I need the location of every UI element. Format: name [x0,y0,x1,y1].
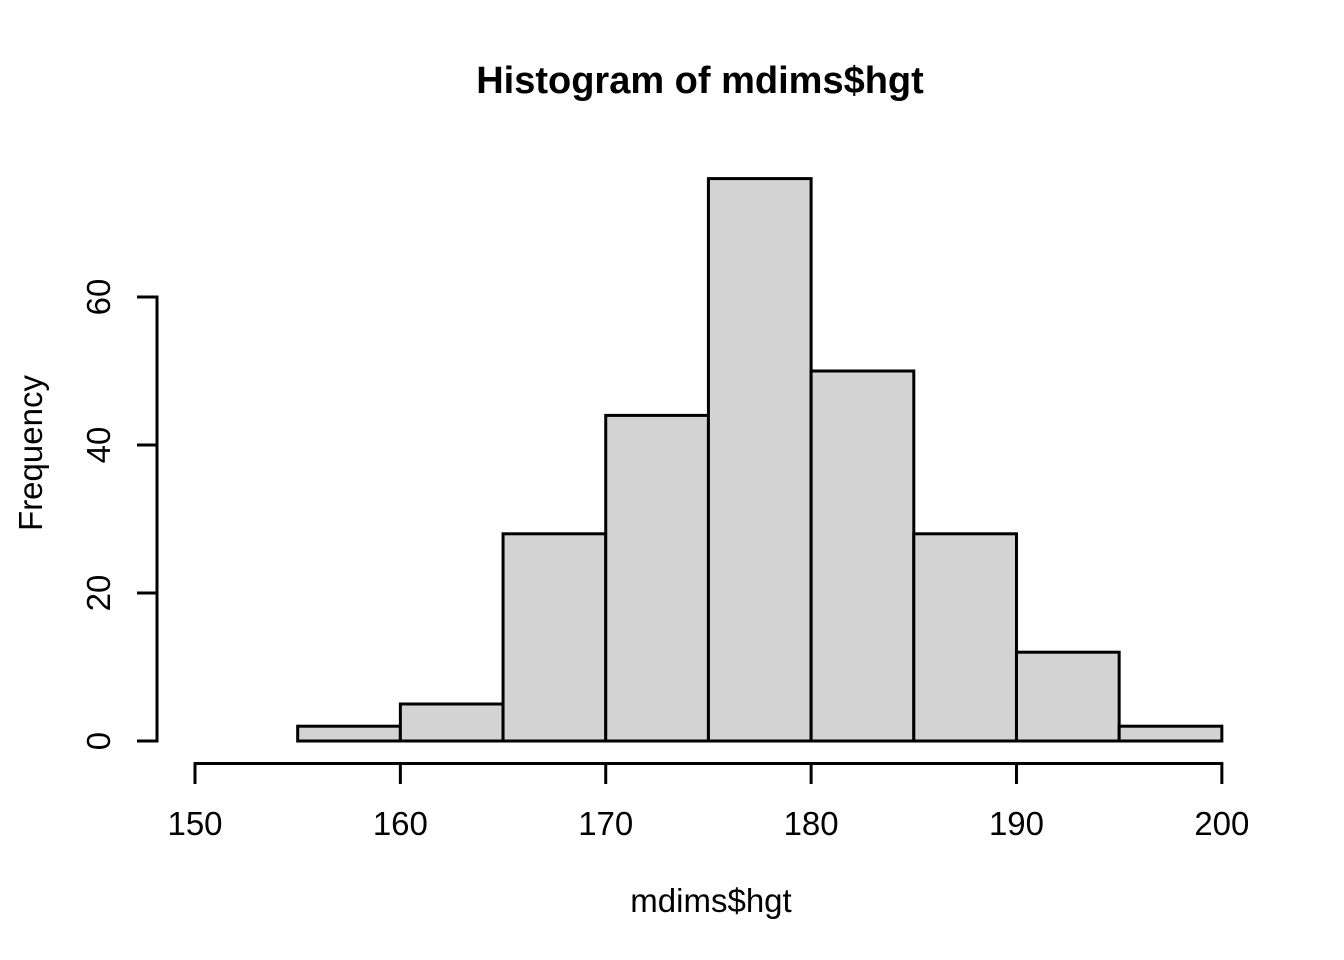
x-tick-label: 170 [578,805,633,842]
x-axis-label: mdims$hgt [630,882,792,919]
x-tick-label: 150 [167,805,222,842]
y-tick-label: 60 [80,279,117,316]
y-tick-label: 0 [80,732,117,750]
x-tick-label: 190 [989,805,1044,842]
histogram-bar [296,724,402,743]
y-tick-label: 40 [80,427,117,464]
y-tick-label: 20 [80,575,117,612]
histogram-bar [809,369,916,743]
histogram-bar [706,177,813,743]
histogram-bar [501,532,608,743]
histogram-bar [398,702,505,743]
x-tick-label: 180 [784,805,839,842]
histogram-bar [1014,650,1121,743]
x-tick-label: 200 [1194,805,1249,842]
x-tick-label: 160 [373,805,428,842]
chart-title: Histogram of mdims$hgt [476,60,924,102]
histogram-bar [604,413,710,743]
y-axis-label: Frequency [12,375,49,531]
histogram-bar [1117,724,1224,743]
histogram-bar [912,532,1018,743]
